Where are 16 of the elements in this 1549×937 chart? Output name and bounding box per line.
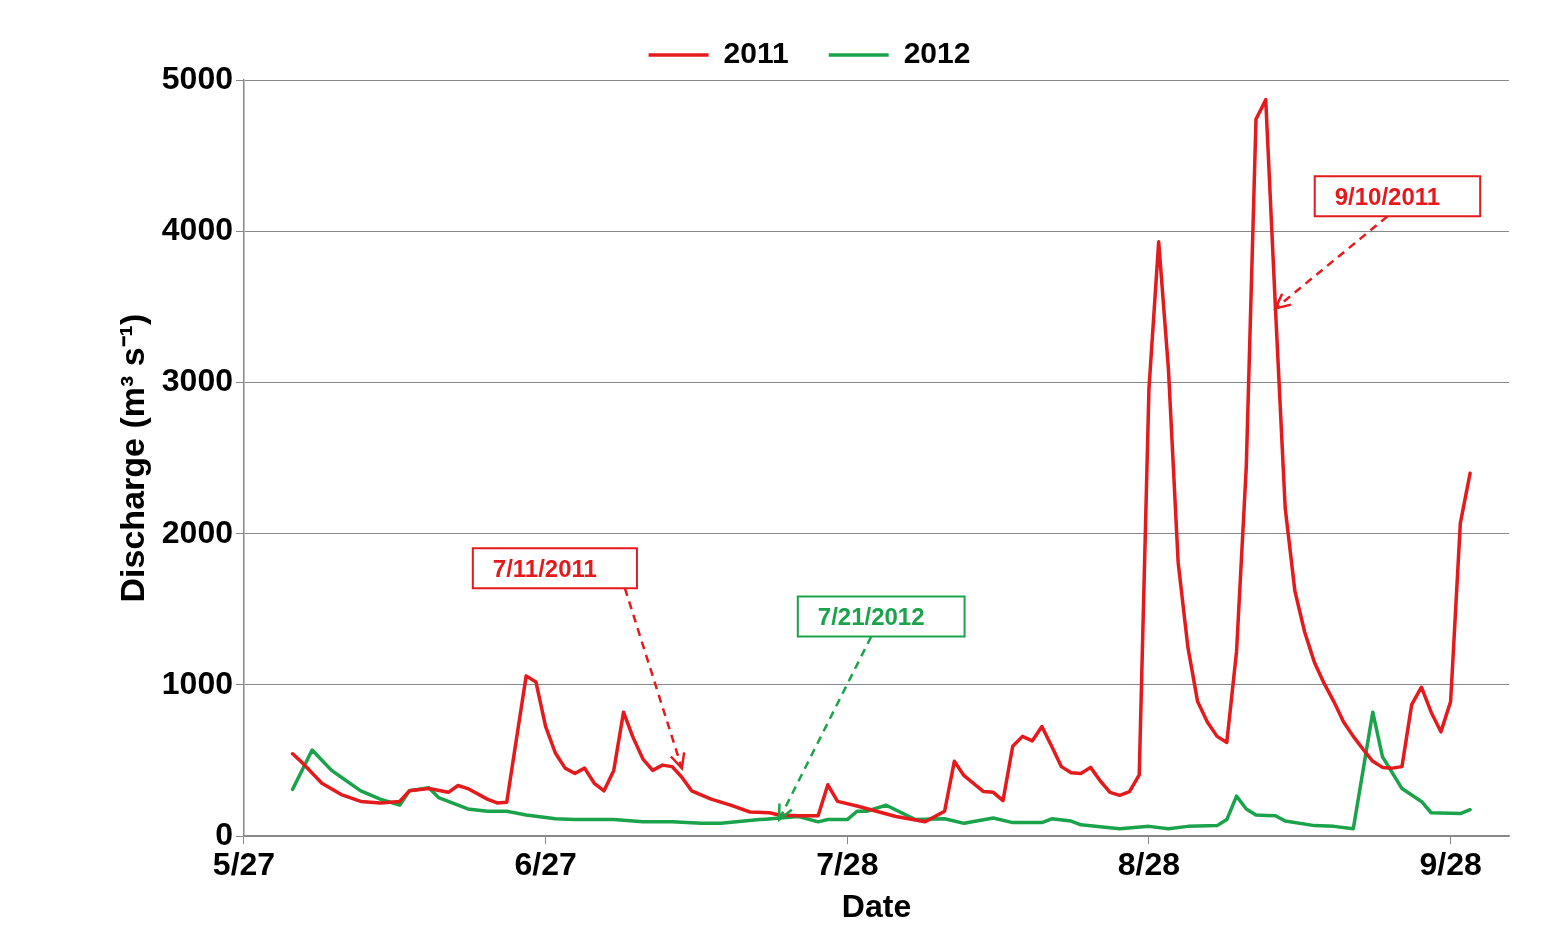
x-tick-label: 6/27 <box>514 846 577 883</box>
x-axis-title: Date <box>841 887 912 924</box>
y-tick-label: 4000 <box>161 211 233 248</box>
y-tick-label: 3000 <box>161 362 233 399</box>
annotation: 9/10/2011 <box>1334 183 1441 210</box>
x-tick-label: 9/28 <box>1419 846 1482 883</box>
y-tick-label: 2000 <box>161 513 233 550</box>
legend-label: 2012 <box>903 36 971 70</box>
annotation: 7/21/2012 <box>817 603 925 631</box>
x-tick-label: 8/28 <box>1117 846 1181 883</box>
legend-label: 2011 <box>723 36 789 70</box>
y-axis-title: Discharge (m³ s⁻¹) <box>112 313 151 603</box>
y-tick-label: 1000 <box>161 664 233 701</box>
y-tick-label: 5000 <box>161 59 233 96</box>
annotation: 7/11/2011 <box>492 554 597 582</box>
x-tick-label: 7/28 <box>816 846 879 883</box>
